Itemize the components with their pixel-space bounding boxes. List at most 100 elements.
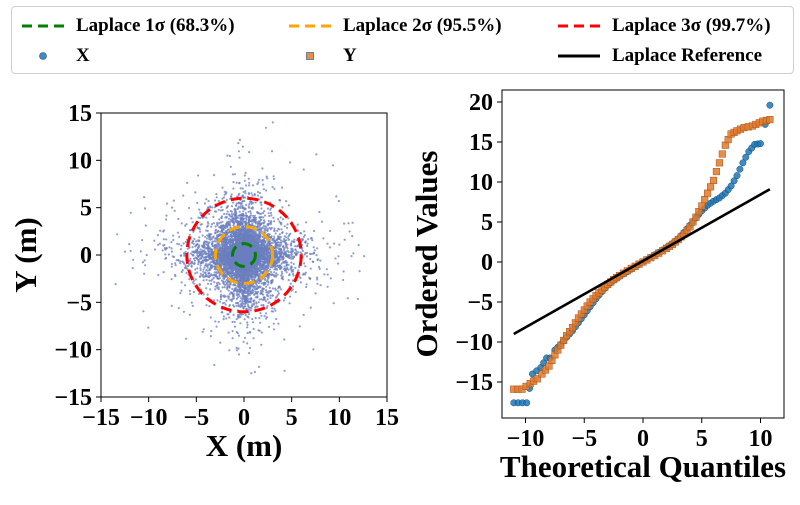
scatter-point xyxy=(215,245,219,248)
scatter-point xyxy=(221,286,224,289)
scatter-point xyxy=(315,276,319,279)
scatter-point xyxy=(247,300,250,303)
scatter-point xyxy=(275,244,278,247)
scatter-point xyxy=(179,248,182,251)
scatter-point xyxy=(238,214,241,217)
scatter-point xyxy=(232,313,235,316)
scatter-point xyxy=(343,222,346,225)
scatter-point xyxy=(188,278,191,281)
scatter-point xyxy=(242,190,245,194)
scatter-point xyxy=(211,206,214,209)
scatter-point xyxy=(237,286,240,289)
scatter-point xyxy=(305,285,308,289)
scatter-point xyxy=(264,300,267,303)
scatter-point xyxy=(316,247,319,250)
scatter-point xyxy=(222,196,226,199)
scatter-point xyxy=(162,230,165,233)
scatter-point xyxy=(144,264,147,267)
scatter-point xyxy=(249,309,252,312)
scatter-point xyxy=(260,304,263,307)
scatter-point xyxy=(258,178,261,181)
scatter-point xyxy=(298,325,301,328)
scatter-point xyxy=(129,249,132,253)
scatter-point xyxy=(203,266,206,269)
scatter-point xyxy=(207,222,210,225)
scatter-point xyxy=(165,218,168,221)
scatter-point xyxy=(229,165,232,168)
scatter-point xyxy=(233,221,236,224)
scatter-point xyxy=(180,244,183,247)
scatter-point xyxy=(191,240,194,243)
scatter-point xyxy=(291,285,295,288)
scatter-point xyxy=(199,248,202,251)
scatter-point xyxy=(202,328,205,331)
scatter-point xyxy=(255,280,258,283)
scatter-point xyxy=(309,252,312,255)
scatter-point xyxy=(250,372,253,375)
scatter-point xyxy=(143,272,146,275)
scatter-point xyxy=(177,217,180,221)
scatter-point xyxy=(315,153,318,156)
scatter-point xyxy=(198,283,201,286)
scatter-point xyxy=(184,224,187,227)
scatter-point xyxy=(236,277,239,280)
scatter-point xyxy=(278,245,282,248)
scatter-point xyxy=(156,234,159,237)
scatter-point xyxy=(219,341,222,344)
scatter-point xyxy=(234,213,237,216)
scatter-point xyxy=(287,268,290,271)
scatter-point xyxy=(167,253,170,256)
scatter-point xyxy=(272,177,276,181)
scatter-point xyxy=(187,206,191,210)
scatter-point xyxy=(343,238,346,241)
scatter-point xyxy=(238,156,241,159)
scatter-point xyxy=(188,263,191,266)
scatter-point xyxy=(174,264,177,267)
scatter-point xyxy=(172,234,175,237)
scatter-point xyxy=(212,299,216,302)
scatter-point xyxy=(250,192,253,195)
scatter-point xyxy=(265,291,268,294)
scatter-point xyxy=(298,275,301,278)
scatter-point xyxy=(209,316,212,319)
scatter-point xyxy=(252,299,255,302)
scatter-point xyxy=(203,240,206,243)
scatter-point xyxy=(194,278,197,281)
scatter-point xyxy=(302,235,305,238)
scatter-point xyxy=(215,258,218,262)
scatter-point xyxy=(260,203,263,206)
scatter-point xyxy=(197,258,200,262)
scatter-point xyxy=(221,244,224,247)
scatter-point xyxy=(192,257,195,260)
scatter-point xyxy=(240,283,244,286)
scatter-point xyxy=(287,279,290,282)
scatter-point xyxy=(193,259,196,262)
scatter-point xyxy=(286,223,289,226)
scatter-point xyxy=(266,283,269,286)
scatter-point xyxy=(197,292,201,295)
scatter-point xyxy=(201,259,204,262)
scatter-point xyxy=(299,281,302,284)
scatter-point xyxy=(264,278,267,281)
scatter-point xyxy=(251,184,255,187)
scatter-point xyxy=(202,268,205,271)
scatter-point xyxy=(230,193,233,196)
scatter-point xyxy=(251,305,254,308)
scatter-point xyxy=(265,312,268,315)
scatter-point xyxy=(307,238,310,241)
scatter-point xyxy=(239,205,242,208)
scatter-point xyxy=(234,208,237,211)
scatter-point xyxy=(217,199,220,203)
scatter-point xyxy=(186,181,189,184)
scatter-point xyxy=(277,241,280,244)
scatter-point xyxy=(318,267,321,270)
scatter-point xyxy=(273,307,276,310)
scatter-point xyxy=(214,274,217,277)
scatter-point xyxy=(175,259,178,262)
scatter-point xyxy=(274,288,277,291)
scatter-point xyxy=(241,222,244,225)
scatter-point xyxy=(253,370,256,374)
scatter-point xyxy=(268,235,271,238)
scatter-point xyxy=(232,201,235,204)
scatter-point xyxy=(282,258,285,261)
